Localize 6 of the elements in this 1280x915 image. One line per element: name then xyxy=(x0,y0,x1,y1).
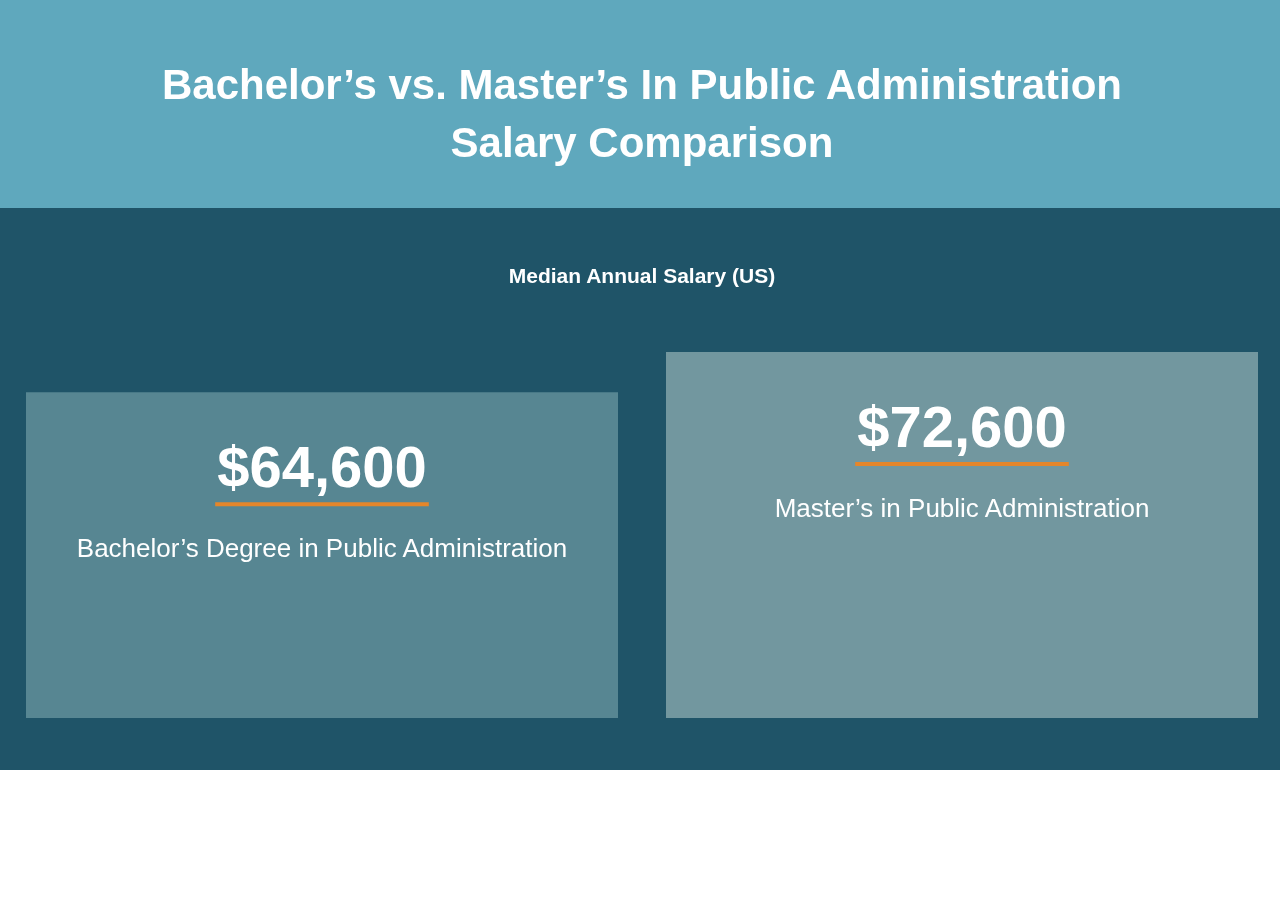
data-label: $64,600 xyxy=(217,434,427,500)
x-tick-label: Master’s in Public Administration xyxy=(774,493,1150,523)
x-tick-label: Bachelor’s Degree in Public Administration xyxy=(76,533,568,564)
chart-title: Bachelor’s vs. Master’s In Public Administration Salary Comparison xyxy=(161,61,1123,166)
chart-subtitle: Median Annual Salary (US) xyxy=(508,264,776,287)
data-label: $72,600 xyxy=(857,394,1067,459)
